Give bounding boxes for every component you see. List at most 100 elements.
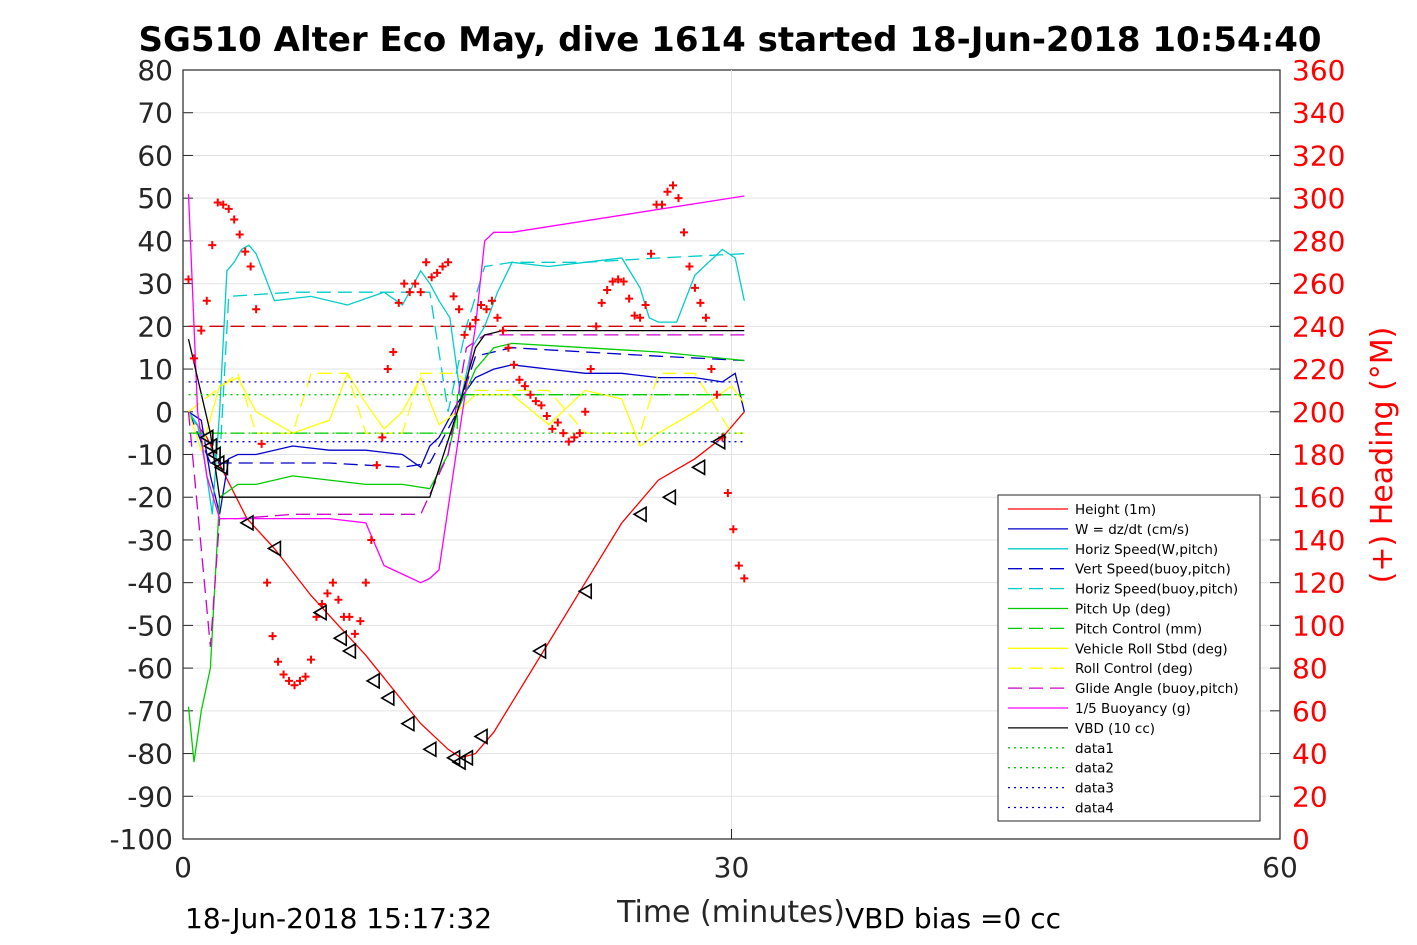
heading-point bbox=[723, 488, 732, 497]
height-marker bbox=[380, 689, 395, 707]
left-tick-label: -70 bbox=[127, 695, 173, 728]
heading-point bbox=[685, 262, 694, 271]
left-tick-label: -50 bbox=[127, 609, 173, 642]
heading-point bbox=[323, 589, 332, 598]
right-y-axis: 3603403203002802602402202001801601401201… bbox=[1270, 54, 1345, 856]
heading-point bbox=[356, 617, 365, 626]
series-line-1 bbox=[188, 364, 745, 515]
heading-point bbox=[504, 343, 513, 352]
heading-point bbox=[597, 298, 606, 307]
heading-point bbox=[712, 390, 721, 399]
height-marker bbox=[365, 672, 380, 690]
heading-point bbox=[246, 262, 255, 271]
heading-point bbox=[405, 288, 414, 297]
heading-point bbox=[498, 326, 507, 335]
heading-point bbox=[383, 365, 392, 374]
heading-point bbox=[537, 401, 546, 410]
heading-point bbox=[663, 187, 672, 196]
heading-point bbox=[378, 433, 387, 442]
heading-point bbox=[317, 600, 326, 609]
left-tick-label: 20 bbox=[137, 310, 173, 343]
heading-point bbox=[411, 279, 420, 288]
legend-label: Height (1m) bbox=[1075, 502, 1156, 518]
heading-point bbox=[477, 300, 486, 309]
heading-point bbox=[389, 347, 398, 356]
heading-point bbox=[449, 292, 458, 301]
heading-point bbox=[526, 390, 535, 399]
heading-point bbox=[674, 194, 683, 203]
series-line-4 bbox=[187, 253, 745, 466]
series-line-8 bbox=[188, 372, 745, 434]
heading-point bbox=[224, 204, 233, 213]
legend: Height (1m) W = dz/dt (cm/s) Horiz Speed(W… bbox=[997, 494, 1261, 822]
footer-timestamp: 18-Jun-2018 15:17:32 bbox=[185, 902, 492, 935]
left-tick-label: 60 bbox=[137, 139, 173, 172]
heading-point bbox=[515, 375, 524, 384]
heading-point bbox=[422, 258, 431, 267]
right-tick-label: 260 bbox=[1292, 268, 1345, 301]
left-tick-label: 50 bbox=[137, 182, 173, 215]
left-tick-label: 40 bbox=[137, 225, 173, 258]
heading-point bbox=[581, 407, 590, 416]
height-marker bbox=[400, 715, 415, 733]
heading-point bbox=[603, 286, 612, 295]
heading-point bbox=[548, 424, 557, 433]
series-line-2 bbox=[187, 244, 745, 515]
height-marker bbox=[473, 728, 488, 745]
series-layer bbox=[187, 193, 745, 763]
height-marker bbox=[213, 458, 229, 476]
heading-point bbox=[707, 365, 716, 374]
height-marker bbox=[341, 642, 357, 660]
heading-point bbox=[301, 672, 310, 681]
legend-label: Vehicle Roll Stbd (deg) bbox=[1075, 641, 1228, 657]
heading-point bbox=[460, 330, 469, 339]
heading-point bbox=[679, 228, 688, 237]
heading-point bbox=[559, 429, 568, 438]
heading-point bbox=[438, 262, 447, 271]
heading-point bbox=[189, 354, 198, 363]
heading-point bbox=[487, 296, 496, 305]
height-marker bbox=[312, 604, 327, 621]
heading-point bbox=[701, 313, 710, 322]
x-tick-label: 30 bbox=[714, 851, 750, 884]
legend-label: Pitch Up (deg) bbox=[1075, 602, 1171, 618]
heading-point bbox=[361, 578, 370, 587]
heading-point bbox=[268, 632, 277, 641]
legend-label: Roll Control (deg) bbox=[1075, 661, 1193, 677]
heading-point bbox=[285, 676, 294, 685]
legend-label: data2 bbox=[1075, 761, 1114, 777]
height-marker bbox=[266, 540, 282, 557]
heading-point bbox=[740, 574, 749, 583]
heading-point bbox=[509, 360, 518, 369]
heading-point bbox=[230, 215, 239, 224]
height-marker bbox=[332, 629, 348, 647]
legend-label: data4 bbox=[1075, 801, 1114, 817]
heading-point bbox=[433, 268, 442, 277]
right-tick-label: 60 bbox=[1292, 695, 1328, 728]
height-markers bbox=[199, 429, 726, 771]
height-marker bbox=[711, 433, 726, 451]
height-marker bbox=[206, 446, 221, 463]
heading-point bbox=[427, 273, 436, 282]
series-line-3 bbox=[187, 347, 745, 468]
heading-point bbox=[416, 288, 425, 297]
heading-point bbox=[213, 198, 222, 207]
x-tick-label: 60 bbox=[1262, 851, 1298, 884]
heading-point bbox=[444, 258, 453, 267]
left-tick-label: -90 bbox=[127, 780, 173, 813]
left-tick-label: -10 bbox=[127, 439, 173, 472]
height-marker bbox=[691, 458, 706, 476]
heading-point bbox=[575, 429, 584, 438]
height-marker bbox=[239, 514, 254, 532]
heading-point bbox=[614, 275, 623, 284]
left-tick-label: 0 bbox=[155, 396, 173, 429]
heading-point bbox=[208, 241, 217, 250]
heading-point bbox=[235, 230, 244, 239]
heading-point bbox=[328, 578, 337, 587]
legend-label: data3 bbox=[1075, 781, 1114, 797]
heading-point bbox=[372, 461, 381, 470]
heading-point bbox=[184, 275, 193, 284]
left-tick-label: -80 bbox=[127, 738, 173, 771]
heading-point bbox=[608, 277, 617, 286]
heading-point bbox=[668, 181, 677, 190]
